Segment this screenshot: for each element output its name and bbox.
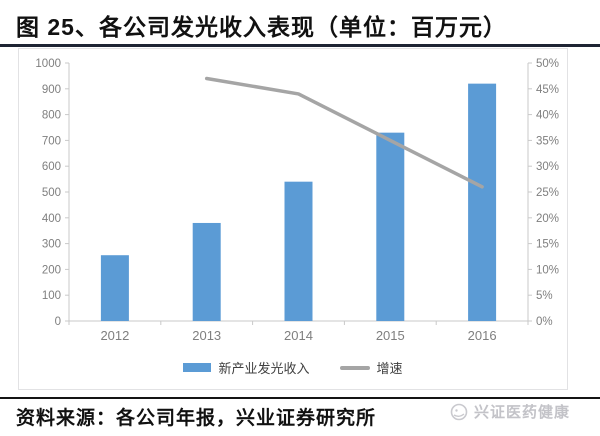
bar-2012 (100, 255, 129, 321)
figure-title: 图 25、各公司发光收入表现（单位：百万元） (16, 14, 507, 40)
right-axis-label: 10% (536, 264, 559, 276)
right-axis-label: 25% (536, 187, 559, 199)
bar-swatch (183, 363, 212, 372)
right-axis-label: 50% (536, 58, 559, 70)
left-axis-label: 800 (42, 110, 61, 122)
legend-label-revenue: 新产业发光收入 (218, 361, 310, 376)
right-axis-label: 0% (536, 316, 553, 328)
title-divider (0, 44, 600, 47)
chart-container: 0 100 200 300 400 500 600 700 800 900 1000 0% 5% 10% 1… (18, 48, 568, 390)
left-axis-label: 1000 (35, 58, 61, 70)
x-axis-label: 2012 (100, 328, 129, 343)
brand-logo-icon (450, 403, 468, 420)
bar-2013 (192, 222, 221, 321)
right-axis-label: 20% (536, 213, 559, 225)
right-axis-label: 45% (536, 84, 559, 96)
left-axis-label: 500 (42, 187, 61, 199)
legend-item-growth: 增速 (339, 358, 403, 377)
bar-2015 (376, 132, 405, 321)
x-axis-label: 2015 (376, 328, 405, 343)
right-axis-label: 35% (536, 135, 559, 147)
legend-item-revenue: 新产业发光收入 (183, 358, 310, 377)
right-axis-label: 5% (536, 290, 553, 302)
x-axis-label: 2016 (468, 328, 497, 343)
legend-label-growth: 增速 (376, 361, 403, 376)
source-note: 资料来源：各公司年报，兴业证券研究所 (16, 408, 377, 429)
growth-line (204, 76, 484, 189)
brand-watermark: 兴证医药健康 (449, 401, 570, 422)
left-axis-label: 900 (42, 84, 61, 96)
left-axis-label: 600 (42, 161, 61, 173)
x-axis-label: 2013 (192, 328, 221, 343)
brand-watermark-text: 兴证医药健康 (473, 404, 570, 421)
bar-2016 (468, 83, 497, 321)
bar-2014 (284, 181, 313, 321)
right-axis-label: 30% (536, 161, 559, 173)
left-axis-label: 300 (42, 239, 61, 251)
combo-chart: 0 100 200 300 400 500 600 700 800 900 1000 0% 5% 10% 1… (35, 58, 559, 343)
line-swatch (339, 365, 370, 370)
left-axis-label: 200 (42, 264, 61, 276)
left-axis-label: 400 (42, 213, 61, 225)
right-axis-label: 15% (536, 239, 559, 251)
right-axis-label: 40% (536, 110, 559, 122)
x-axis-label: 2014 (284, 328, 313, 343)
chart-legend: 新产业发光收入 增速 (19, 358, 567, 377)
left-axis-label: 100 (42, 290, 61, 302)
left-axis-label: 0 (55, 316, 61, 328)
footer-divider (0, 397, 600, 399)
left-axis-label: 700 (42, 135, 61, 147)
